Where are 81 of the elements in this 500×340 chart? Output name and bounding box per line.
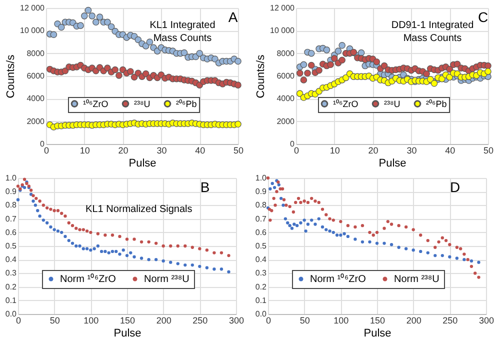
- x-tick-label: 200: [156, 316, 172, 326]
- y-tick-label: 12 000: [20, 4, 46, 12]
- x-tick-label: 300: [228, 316, 244, 326]
- y-tick-label: 2000: [276, 116, 296, 126]
- text: KL1 Integrated Mass Counts: [150, 20, 216, 44]
- y-tick-label: 8000: [276, 48, 296, 58]
- y-tick-label: 0.9: [5, 187, 18, 196]
- y-tick-label: 0.4: [255, 255, 268, 264]
- y-tick-label: 10 000: [270, 26, 296, 36]
- annotation: A: [228, 9, 238, 25]
- y-tick-label: 0.7: [255, 214, 268, 224]
- y-tick-label: 2000: [26, 116, 46, 126]
- x-tick-label: 300: [478, 316, 494, 326]
- y-tick-label: 0.1: [255, 296, 268, 305]
- x-tick-label: 30: [156, 146, 167, 156]
- x-tick-label: 150: [370, 316, 386, 326]
- legend-label: Norm ²³⁸U: [144, 274, 190, 285]
- y-tick-label: 0.4: [5, 255, 18, 264]
- x-tick-label: 40: [195, 146, 206, 156]
- x-axis-title: Pulse: [128, 158, 156, 170]
- legend-label: ¹⁰⁶ZrO: [333, 98, 358, 109]
- x-tick-label: 50: [50, 316, 60, 326]
- x-axis-title: Pulse: [114, 328, 142, 340]
- x-tick-label: 40: [445, 146, 456, 156]
- y-tick-label: 1.0: [255, 174, 268, 182]
- y-tick-label: 0.5: [5, 242, 18, 250]
- x-tick-label: 50: [233, 146, 244, 156]
- legend-label: Norm ¹⁰⁶ZrO: [310, 273, 366, 285]
- x-tick-label: 200: [406, 316, 422, 326]
- y-tick-label: 8000: [26, 48, 46, 58]
- x-tick-label: 10: [330, 146, 340, 156]
- x-tick-label: 10: [80, 146, 90, 156]
- y-tick-label: 0.8: [255, 200, 268, 210]
- x-tick-label: 50: [483, 146, 494, 156]
- y-tick-label: 10 000: [20, 26, 46, 36]
- y-tick-label: 12 000: [270, 4, 296, 12]
- y-tick-label: 0.2: [255, 282, 268, 292]
- x-tick-label: 250: [192, 316, 208, 326]
- legend-label: ²³⁸U: [134, 98, 150, 109]
- x-axis-title: Pulse: [364, 328, 392, 340]
- y-tick-label: 1.0: [5, 174, 18, 182]
- y-tick-label: 0.5: [255, 242, 268, 250]
- x-tick-label: 100: [84, 316, 99, 326]
- legend-label: ²⁰⁶Pb: [176, 98, 197, 109]
- y-tick-label: 0.6: [255, 228, 268, 237]
- y-axis-title: Counts/s: [5, 54, 18, 98]
- y-tick-label: 6000: [276, 72, 296, 80]
- y-tick-label: 0.6: [5, 228, 18, 237]
- legend-label: Norm ²³⁸U: [394, 274, 440, 285]
- y-tick-label: 0.7: [5, 214, 18, 224]
- annotation: B: [200, 179, 210, 195]
- y-tick-label: 0.0: [5, 310, 18, 318]
- y-axis-title: Counts/s: [255, 54, 268, 98]
- x-tick-label: 20: [368, 146, 378, 156]
- y-tick-label: 0.9: [255, 187, 268, 196]
- annotation: D: [450, 179, 460, 195]
- text: DD91-1 Integrated Mass Counts: [391, 20, 474, 44]
- x-tick-label: 100: [334, 316, 349, 326]
- y-tick-label: 4000: [276, 94, 296, 104]
- y-tick-label: 4000: [26, 94, 46, 104]
- x-tick-label: 150: [120, 316, 136, 326]
- legend-label: ²⁰⁶Pb: [426, 98, 447, 109]
- y-tick-label: 0.1: [5, 296, 18, 305]
- legend-label: Norm ¹⁰⁶ZrO: [60, 273, 116, 285]
- y-tick-label: 0: [40, 140, 46, 148]
- legend-label: ¹⁰⁶ZrO: [83, 98, 108, 109]
- x-tick-label: 20: [118, 146, 128, 156]
- y-tick-label: 0.0: [255, 310, 268, 318]
- y-tick-label: 6000: [26, 72, 46, 80]
- y-tick-label: 0.3: [5, 268, 18, 278]
- y-tick-label: 0.8: [5, 200, 18, 210]
- text: KL1 Normalized Signals: [86, 204, 192, 215]
- y-tick-label: 0.3: [255, 268, 268, 278]
- x-tick-label: 250: [442, 316, 458, 326]
- annotation: C: [478, 9, 488, 25]
- y-tick-label: 0.2: [5, 282, 18, 292]
- x-tick-label: 30: [406, 146, 417, 156]
- x-tick-label: 50: [300, 316, 310, 326]
- legend-label: ²³⁸U: [384, 98, 400, 109]
- y-tick-label: 0: [290, 140, 296, 148]
- x-axis-title: Pulse: [378, 158, 406, 170]
